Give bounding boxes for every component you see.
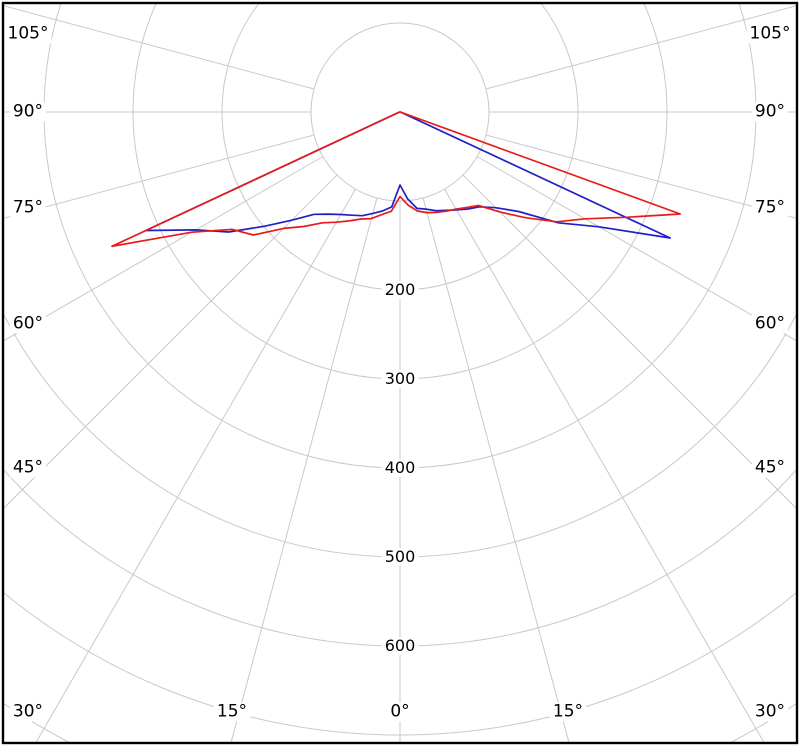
angle-tick-label-right: 90° bbox=[751, 102, 789, 122]
radial-tick-label: 300 bbox=[381, 370, 419, 388]
angle-tick-label-left: 75° bbox=[9, 198, 47, 218]
angle-tick-label-left: 105° bbox=[4, 24, 52, 44]
radial-tick-label: 400 bbox=[381, 459, 419, 477]
angle-tick-label-bottom: 0° bbox=[387, 702, 413, 722]
angle-tick-label-left: 60° bbox=[9, 314, 47, 334]
radial-tick-label: 500 bbox=[381, 548, 419, 566]
angle-tick-label-right: 75° bbox=[751, 198, 789, 218]
angle-tick-label-bottom: 15° bbox=[549, 702, 587, 722]
angle-tick-label-right: 45° bbox=[751, 458, 789, 478]
angle-tick-label-bottom: 15° bbox=[213, 702, 251, 722]
radial-tick-label: 200 bbox=[381, 281, 419, 299]
angle-tick-label-right: 30° bbox=[751, 702, 789, 722]
angle-tick-label-left: 30° bbox=[9, 702, 47, 722]
red-curve bbox=[111, 111, 682, 248]
angle-tick-label-left: 45° bbox=[9, 458, 47, 478]
blue-curve bbox=[145, 111, 672, 239]
angle-tick-label-right: 60° bbox=[751, 314, 789, 334]
angle-tick-label-left: 90° bbox=[9, 102, 47, 122]
angle-tick-label-right: 105° bbox=[746, 24, 794, 44]
radial-tick-label: 600 bbox=[381, 637, 419, 655]
